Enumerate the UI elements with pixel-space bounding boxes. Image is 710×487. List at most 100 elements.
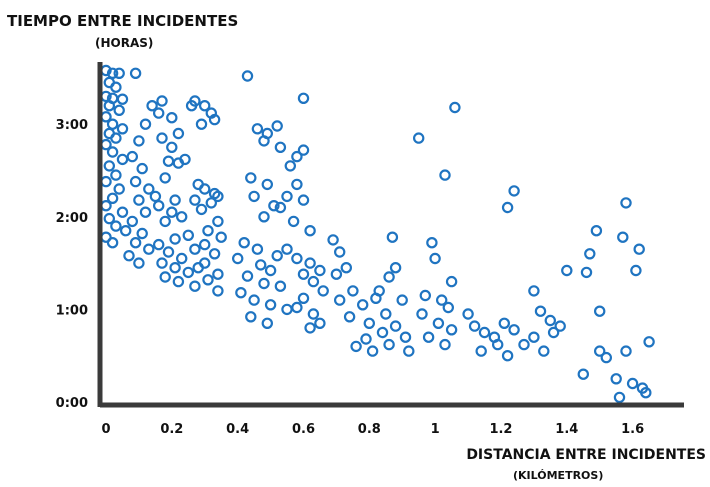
data-point: [350, 340, 362, 353]
data-point: [426, 236, 438, 249]
data-point: [577, 368, 590, 380]
chart-subtitle: (HORAS): [95, 36, 153, 50]
data-point: [202, 274, 214, 286]
data-point: [281, 303, 293, 316]
data-point: [630, 264, 642, 277]
data-point: [202, 224, 214, 237]
data-point: [198, 183, 211, 195]
data-point: [198, 99, 211, 112]
data-point: [314, 317, 326, 329]
x-axis-title: DISTANCIA ENTRE INCIDENTES: [466, 447, 706, 463]
data-point: [100, 175, 112, 188]
data-point: [189, 243, 201, 255]
data-point: [314, 264, 326, 277]
data-point: [475, 345, 487, 357]
data-point: [373, 285, 385, 297]
data-point: [399, 331, 412, 343]
data-point: [264, 299, 277, 311]
data-point: [584, 248, 596, 260]
data-point: [175, 211, 188, 223]
data-point: [156, 132, 168, 144]
data-point: [271, 120, 283, 132]
data-point: [198, 238, 211, 251]
data-point: [156, 257, 168, 269]
data-point: [116, 93, 129, 105]
data-point: [103, 99, 116, 112]
data-point: [245, 311, 257, 323]
data-point: [136, 227, 148, 240]
data-point: [334, 294, 346, 306]
data-point: [149, 190, 162, 203]
data-points: [100, 64, 655, 404]
x-tick-label: 0.8: [358, 422, 381, 437]
data-point: [143, 243, 155, 255]
data-point: [274, 201, 287, 214]
data-point: [528, 285, 540, 297]
data-point: [126, 150, 139, 163]
data-point: [205, 197, 217, 209]
x-axis-unit: (KILÓMETROS): [513, 469, 603, 482]
data-point: [396, 294, 408, 306]
data-point: [212, 268, 224, 280]
data-point: [297, 92, 310, 105]
data-point: [152, 199, 165, 212]
y-tick-label: 2:00: [56, 211, 88, 226]
data-point: [162, 246, 175, 258]
data-point: [307, 275, 320, 288]
data-point: [439, 169, 451, 181]
data-point: [449, 101, 461, 114]
data-point: [291, 178, 303, 191]
data-point: [212, 215, 224, 228]
data-point: [169, 233, 181, 245]
data-point: [498, 317, 510, 329]
data-point: [159, 172, 171, 184]
data-point: [445, 324, 458, 336]
data-point: [600, 351, 613, 364]
data-point: [544, 314, 557, 327]
data-point: [139, 118, 152, 130]
data-point: [419, 289, 431, 302]
y-tick-label: 3:00: [56, 118, 88, 133]
data-point: [159, 271, 171, 283]
data-point: [119, 224, 132, 237]
data-point: [238, 236, 250, 249]
data-point: [169, 194, 181, 206]
data-point: [106, 118, 119, 130]
data-point: [528, 331, 540, 343]
data-point: [445, 275, 458, 288]
data-point: [166, 206, 178, 218]
data-point: [343, 311, 356, 323]
data-point: [594, 345, 606, 357]
data-point: [255, 259, 267, 271]
data-point: [116, 206, 129, 218]
data-point: [143, 183, 155, 195]
data-point: [617, 231, 629, 243]
data-point: [235, 287, 247, 299]
data-point: [113, 104, 125, 117]
data-point: [123, 249, 135, 262]
data-point: [248, 190, 260, 203]
x-tick-label: 0.6: [292, 422, 315, 437]
data-point: [363, 317, 375, 329]
data-point: [304, 257, 316, 269]
data-point: [291, 252, 303, 265]
data-point: [383, 271, 395, 283]
data-point: [175, 252, 188, 265]
data-point: [172, 157, 185, 169]
data-point: [347, 285, 359, 297]
data-point: [508, 185, 520, 197]
data-point: [195, 203, 208, 216]
data-point: [251, 123, 264, 135]
data-point: [554, 320, 566, 332]
data-point: [297, 292, 310, 304]
data-point: [133, 257, 145, 269]
data-point: [501, 201, 514, 214]
data-point: [129, 175, 142, 188]
data-point: [110, 220, 122, 232]
data-point: [103, 212, 116, 225]
data-point: [133, 194, 145, 206]
data-point: [613, 391, 626, 404]
data-point: [208, 248, 221, 260]
data-point: [182, 229, 194, 241]
data-point: [297, 144, 310, 156]
